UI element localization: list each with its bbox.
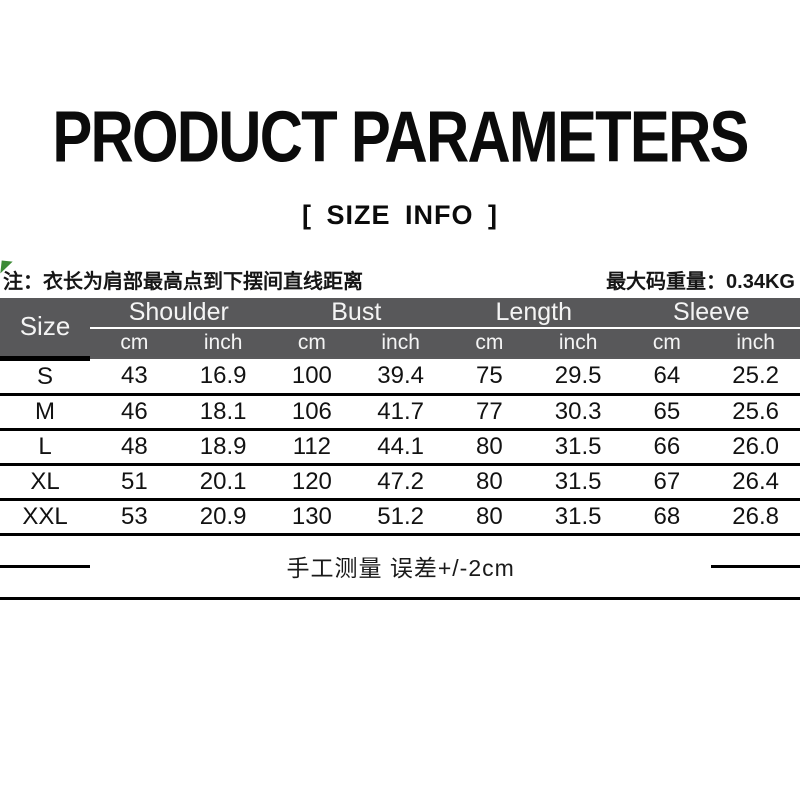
value-cell: 16.9 <box>178 358 268 396</box>
table-row-m: M 46 18.1 106 41.7 77 30.3 65 25.6 <box>0 394 800 431</box>
value-cell: 18.9 <box>178 429 268 466</box>
value-cell: 51.2 <box>356 499 446 536</box>
column-header-bust: Bust <box>267 298 446 329</box>
value-cell: 41.7 <box>356 394 446 431</box>
value-cell: 75 <box>445 358 534 396</box>
size-cell: S <box>0 358 90 396</box>
unit-header-inch: inch <box>711 328 800 359</box>
value-cell: 20.9 <box>178 499 268 536</box>
value-cell: 29.5 <box>533 358 623 396</box>
value-cell: 25.2 <box>711 358 800 396</box>
value-cell: 80 <box>445 429 534 466</box>
value-cell: 77 <box>445 394 534 431</box>
footer-note-row: 手工测量 误差+/-2cm <box>0 534 800 600</box>
value-cell: 47.2 <box>356 464 446 501</box>
unit-header-inch: inch <box>533 328 623 359</box>
unit-header-cm: cm <box>90 328 179 359</box>
page-title-wrap: PRODUCT PARAMETERS <box>0 96 800 178</box>
table-row-s: S 43 16.9 100 39.4 75 29.5 64 25.2 <box>0 358 800 396</box>
table-row-xl: XL 51 20.1 120 47.2 80 31.5 67 26.4 <box>0 464 800 501</box>
size-cell: M <box>0 394 90 431</box>
unit-header-cm: cm <box>622 328 712 359</box>
value-cell: 66 <box>622 429 712 466</box>
value-cell: 68 <box>622 499 712 536</box>
table-row-xxl: XXL 53 20.9 130 51.2 80 31.5 68 26.8 <box>0 499 800 536</box>
value-cell: 18.1 <box>178 394 268 431</box>
size-table: Size Shoulder Bust Length Sleeve cm inch… <box>0 298 800 600</box>
page-title: PRODUCT PARAMETERS <box>52 96 749 178</box>
value-cell: 44.1 <box>356 429 446 466</box>
value-cell: 46 <box>90 394 179 431</box>
footer-left-segment <box>0 534 90 568</box>
value-cell: 31.5 <box>533 429 623 466</box>
unit-header-cm: cm <box>267 328 357 359</box>
value-cell: 30.3 <box>533 394 623 431</box>
value-cell: 67 <box>622 464 712 501</box>
size-table-header: Size Shoulder Bust Length Sleeve cm inch… <box>0 298 800 361</box>
corner-flag-icon <box>0 260 13 275</box>
value-cell: 51 <box>90 464 179 501</box>
value-cell: 31.5 <box>533 464 623 501</box>
value-cell: 26.4 <box>711 464 800 501</box>
max-weight-note: 最大码重量：0.34KG <box>606 270 795 293</box>
value-cell: 25.6 <box>711 394 800 431</box>
value-cell: 31.5 <box>533 499 623 536</box>
size-cell: XL <box>0 464 90 501</box>
size-cell: XXL <box>0 499 90 536</box>
size-cell: L <box>0 429 90 466</box>
column-header-length: Length <box>445 298 623 329</box>
value-cell: 106 <box>267 394 357 431</box>
value-cell: 39.4 <box>356 358 446 396</box>
note-bar: 注：衣长为肩部最高点到下摆间直线距离 最大码重量：0.34KG <box>0 260 800 293</box>
column-header-sleeve: Sleeve <box>622 298 800 329</box>
value-cell: 130 <box>267 499 357 536</box>
value-cell: 26.8 <box>711 499 800 536</box>
value-cell: 26.0 <box>711 429 800 466</box>
value-cell: 112 <box>267 429 357 466</box>
value-cell: 43 <box>90 358 179 396</box>
value-cell: 53 <box>90 499 179 536</box>
footer-note: 手工测量 误差+/-2cm <box>90 534 712 600</box>
value-cell: 64 <box>622 358 712 396</box>
footer-right-segment <box>711 534 800 568</box>
value-cell: 48 <box>90 429 179 466</box>
value-cell: 80 <box>445 464 534 501</box>
value-cell: 80 <box>445 499 534 536</box>
table-row-l: L 48 18.9 112 44.1 80 31.5 66 26.0 <box>0 429 800 466</box>
unit-header-cm: cm <box>445 328 534 359</box>
value-cell: 100 <box>267 358 357 396</box>
footer-right-bottom <box>711 566 800 600</box>
unit-header-inch: inch <box>178 328 268 359</box>
value-cell: 20.1 <box>178 464 268 501</box>
footer-note-row-2 <box>0 566 800 600</box>
measurement-note: 注：衣长为肩部最高点到下摆间直线距离 <box>3 270 363 293</box>
size-info-subtitle: [ SIZE INFO ] <box>302 200 498 230</box>
column-header-shoulder: Shoulder <box>90 298 268 329</box>
column-header-size: Size <box>0 298 90 361</box>
footer-left-bottom <box>0 566 90 600</box>
unit-header-inch: inch <box>356 328 446 359</box>
value-cell: 65 <box>622 394 712 431</box>
value-cell: 120 <box>267 464 357 501</box>
